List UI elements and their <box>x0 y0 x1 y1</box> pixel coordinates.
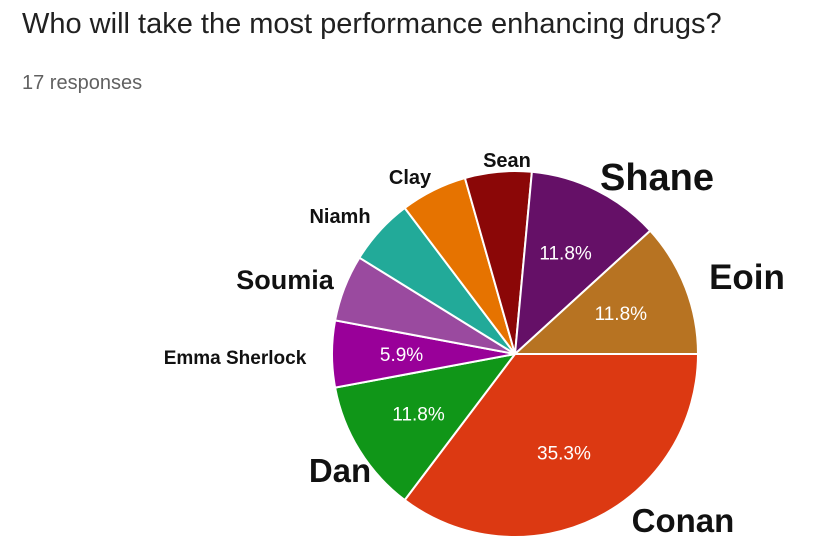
pie-slice-dan[interactable] <box>333 352 518 502</box>
pie-name-label: Emma Sherlock <box>164 348 307 369</box>
pie-name-label: Sean <box>483 150 531 172</box>
pie-percent-label: 11.8% <box>392 405 445 426</box>
question-title: Who will take the most performance enhan… <box>22 8 722 40</box>
pie-name-label: Clay <box>389 167 432 189</box>
pie-name-label: Dan <box>309 452 371 489</box>
pie-percent-label: 35.3% <box>537 443 591 464</box>
pie-slice-shane[interactable] <box>513 170 652 357</box>
pie-slice-conan[interactable] <box>403 353 700 538</box>
pie-name-label: Conan <box>632 502 735 539</box>
pie-percent-label: 11.8% <box>539 243 592 264</box>
pie-name-label: Shane <box>600 157 714 199</box>
pie-name-label: Eoin <box>709 258 785 297</box>
response-count: 17 responses <box>22 72 143 94</box>
pie-name-label: Soumia <box>236 265 335 295</box>
pie-percent-label: 5.9% <box>380 345 423 366</box>
pie-name-label: Niamh <box>309 206 370 228</box>
pie-slice-eoin[interactable] <box>512 229 700 355</box>
pie-percent-label: 11.8% <box>595 304 648 325</box>
